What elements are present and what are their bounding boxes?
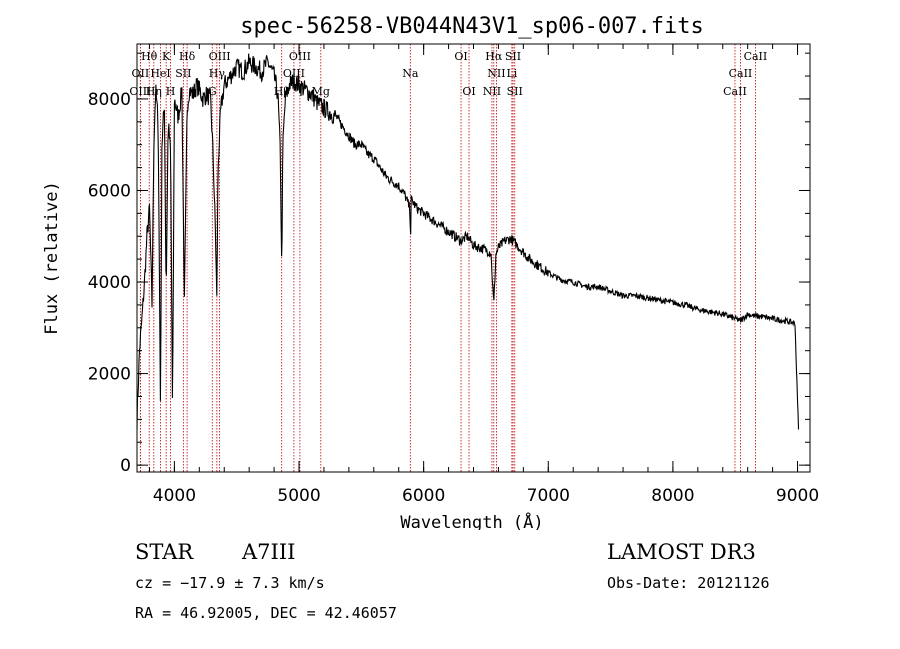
coordinates: RA = 46.92005, DEC = 42.46057 [135,604,397,622]
emission-line-label: G [208,85,217,98]
axis-ticks: 4000 5000 6000 7000 8000 9000 0 2000 4000 6000 800… [88,44,819,506]
x-tick-label: 9000 [776,486,819,506]
object-type: STAR [135,540,194,564]
emission-line-markers [139,44,756,472]
x-tick-label: 4000 [153,486,196,506]
emission-line-label: OIII [209,50,231,63]
emission-line-label: NII [483,85,501,98]
emission-line-label: CaII [723,85,747,98]
emission-line-label: SII [505,50,521,63]
plot-frame [136,43,811,473]
emission-line-label: SII [175,67,191,80]
survey-name: LAMOST DR3 [607,540,756,564]
chart-title: spec-56258-VB044N43V1_sp06-007.fits [240,14,704,39]
spectrum-line [136,53,800,430]
x-tick-label: 8000 [651,486,694,506]
emission-line-label: Mg [312,85,330,98]
emission-line-label: OIII [289,50,311,63]
y-tick-label: 8000 [88,90,131,110]
y-tick-label: 2000 [88,365,131,385]
emission-line-label: OII [132,67,150,80]
y-tick-label: 6000 [88,181,131,201]
emission-line-label: Li [506,67,517,80]
obs-date: Obs-Date: 20121126 [607,574,770,592]
emission-line-label: Hη [146,85,162,98]
x-tick-label: 6000 [402,486,445,506]
emission-line-label: Hα [485,50,503,63]
emission-line-label: SII [507,85,523,98]
emission-line-label: OI [462,85,475,98]
emission-line-label: CaII [729,67,753,80]
emission-line-label: OIII [129,85,151,98]
emission-line-label: CaII [744,50,768,63]
emission-line-label: Hδ [179,50,196,63]
x-tick-label: 5000 [277,486,320,506]
emission-line-label: HeI [150,67,170,80]
emission-line-label: Hγ [209,67,226,80]
emission-line-label: Na [402,67,419,80]
y-tick-label: 4000 [88,273,131,293]
emission-line-label: Hθ [141,50,158,63]
emission-line-label: OI [454,50,467,63]
cz-value: cz = −17.9 ± 7.3 km/s [135,574,325,592]
emission-line-label: K [162,50,171,63]
emission-line-label: H [166,85,176,98]
spectrum-chart: spec-56258-VB044N43V1_sp06-007.fits Hθ K H… [42,14,819,530]
x-tick-label: 7000 [527,486,570,506]
emission-line-label: NII [487,67,505,80]
x-axis-label: Wavelength (Å) [400,511,543,530]
y-axis-label: Flux (relative) [42,181,62,335]
y-tick-label: 0 [120,456,131,476]
subclass: A7III [242,540,296,564]
